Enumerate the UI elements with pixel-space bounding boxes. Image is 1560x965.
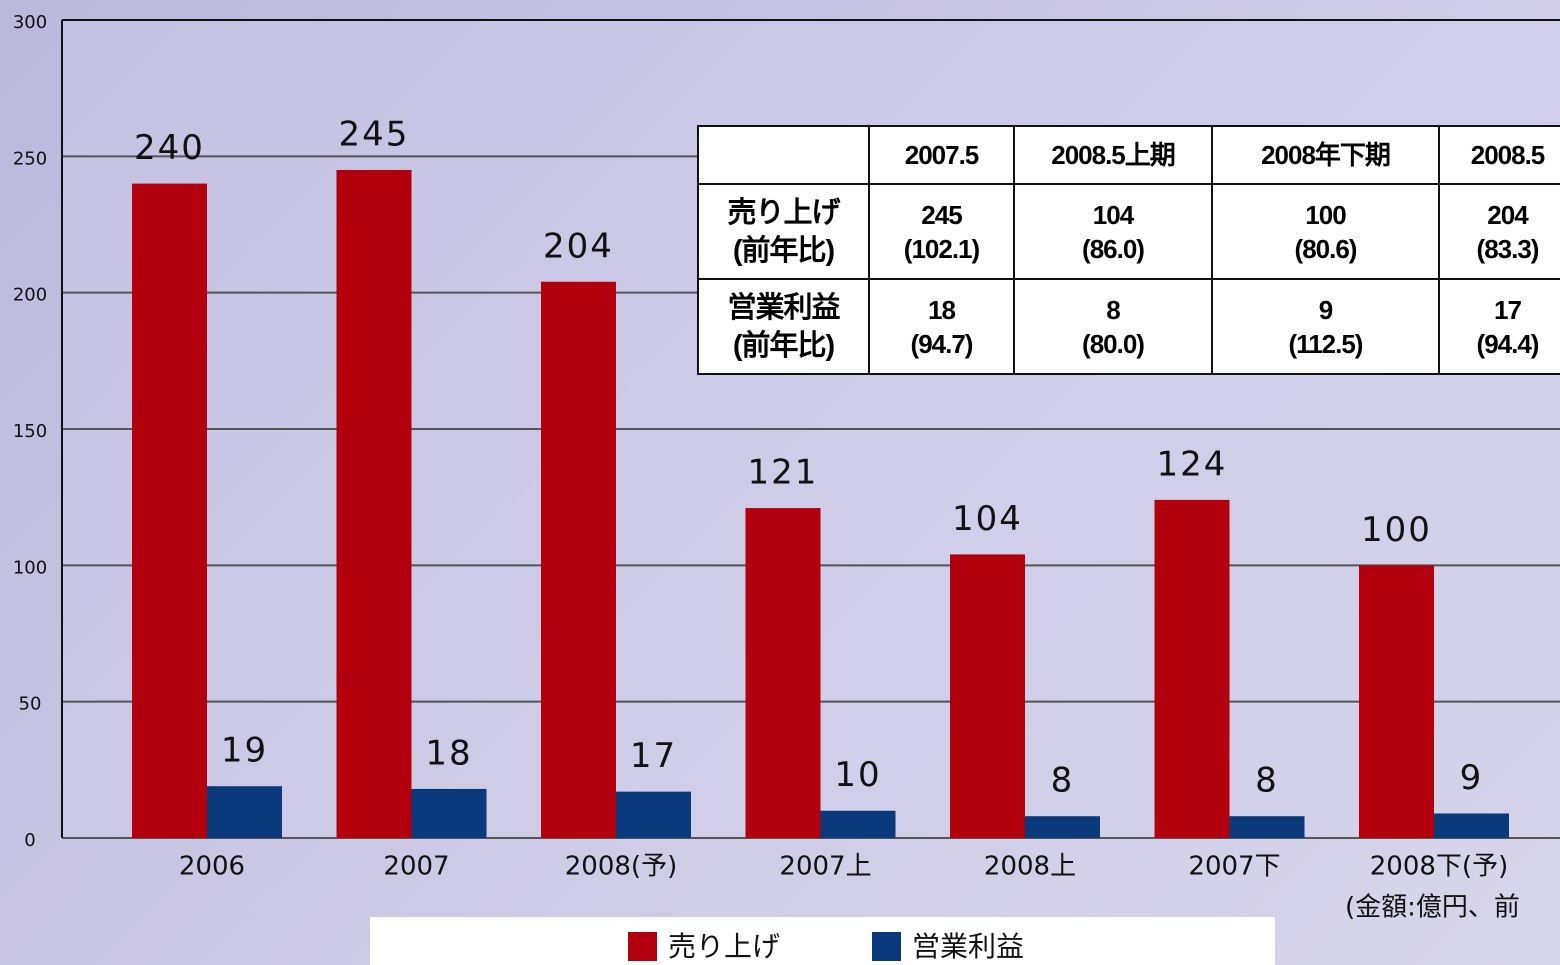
value-label: 10	[834, 755, 881, 795]
value-label: 8	[1051, 761, 1075, 801]
x-tick-label: 2008下(予)	[1370, 852, 1508, 882]
cell-line: (94.4)	[1476, 328, 1540, 359]
row-label-line: (前年比)	[732, 234, 835, 267]
row-label-line: (前年比)	[732, 329, 835, 362]
bar	[616, 791, 691, 838]
table-cell: 100 (80.6)	[1211, 183, 1440, 280]
header-cell: 2007.5	[868, 125, 1015, 185]
legend-label: 売り上げ	[668, 930, 780, 963]
x-tick-label: 2008上	[984, 852, 1076, 882]
table-cell: 8 (80.0)	[1013, 278, 1213, 375]
table-cell: 17 (94.4)	[1438, 278, 1560, 375]
table-cell: 18 (94.7)	[868, 278, 1015, 375]
cell-line: 100	[1305, 199, 1346, 230]
cell-line: (94.7)	[910, 328, 974, 359]
value-label: 245	[339, 114, 410, 154]
value-label: 124	[1157, 444, 1228, 484]
bar	[1025, 816, 1100, 838]
legend-box	[370, 917, 1275, 965]
corner-cell	[697, 125, 870, 185]
cell-line: (80.0)	[1082, 328, 1145, 359]
cell-line: (86.0)	[1082, 233, 1145, 264]
y-tick-label: 250	[13, 148, 47, 169]
table: 2007.5 2008.5上期 2008年下期 2008.5 売り上げ (前年比) 245(…	[697, 125, 1560, 375]
y-tick-label: 300	[13, 12, 47, 33]
x-tick-label: 2007	[383, 852, 449, 882]
x-tick-label: 2007下	[1188, 852, 1280, 882]
cell-line: (80.6)	[1294, 233, 1358, 264]
table-cell: 104 (86.0)	[1013, 183, 1213, 280]
cell-line: 17	[1494, 294, 1522, 325]
header-cell: 2008.5上期	[1013, 125, 1213, 185]
cell-line: 204	[1487, 199, 1528, 230]
cell-line: 9	[1318, 294, 1333, 325]
row-label-line: 売り上げ	[727, 196, 840, 229]
cell-line: 18	[928, 294, 956, 325]
y-tick-label: 150	[13, 421, 47, 442]
header-cell: 2008年下期	[1211, 125, 1440, 185]
cell-line: 245	[921, 199, 962, 230]
bar	[1434, 813, 1509, 838]
x-tick-label: 2006	[179, 852, 245, 882]
header-row: 2007.5 2008.5上期 2008年下期 2008.5	[697, 125, 1560, 185]
value-label: 240	[134, 128, 205, 168]
row-label: 売り上げ (前年比)	[697, 183, 870, 280]
bar	[820, 810, 896, 838]
cell-line: (112.5)	[1288, 328, 1364, 359]
value-label: 17	[630, 736, 677, 776]
value-label: 204	[543, 226, 614, 266]
y-tick-label: 50	[19, 694, 42, 715]
x-tick-label: 2007上	[779, 852, 871, 882]
cell-line: (83.3)	[1476, 233, 1540, 264]
cell-line: (102.1)	[903, 233, 980, 264]
table-wrap: 2007.5 2008.5上期 2008年下期 2008.5 売り上げ (前年比) 245(…	[697, 125, 1560, 377]
bar	[132, 183, 207, 839]
value-label: 104	[952, 499, 1023, 539]
table-row: 売り上げ (前年比) 245 (102.1) 104 (86.0) 100 (80.6) 204…	[697, 183, 1560, 280]
bar	[411, 788, 487, 838]
bar	[950, 554, 1025, 838]
legend-label: 営業利益	[912, 930, 1024, 963]
value-label: 121	[748, 453, 819, 493]
bar	[1359, 565, 1434, 838]
header-cell: 2008.5	[1438, 125, 1560, 185]
value-label: 9	[1460, 758, 1484, 798]
row-label-line: 営業利益	[727, 291, 840, 324]
x-tick-label: 2008(予)	[565, 852, 677, 882]
value-label: 19	[221, 731, 268, 771]
table-cell: 204 (83.3)	[1438, 183, 1560, 280]
row-label: 営業利益 (前年比)	[697, 278, 870, 375]
y-tick-label: 100	[13, 557, 47, 578]
bar	[1154, 499, 1230, 838]
bar	[541, 281, 616, 838]
note: (金額:億円、前	[1345, 893, 1520, 923]
y-tick-label: 0	[24, 830, 35, 851]
value-label: 100	[1361, 510, 1432, 550]
legend-swatch	[872, 932, 901, 961]
table-cell: 245 (102.1)	[868, 183, 1015, 280]
bar	[1229, 816, 1305, 838]
cell-line: 104	[1092, 199, 1134, 230]
table-cell: 9 (112.5)	[1211, 278, 1440, 375]
value-label: 8	[1255, 761, 1279, 801]
bar	[745, 508, 821, 838]
cell-line: 8	[1106, 294, 1120, 325]
bar	[336, 169, 412, 838]
table-row: 営業利益 (前年比) 18 (94.7) 8 (80.0) 9 (112.5) 17 (94.4)	[697, 278, 1560, 375]
legend-swatch	[628, 932, 657, 961]
y-tick-label: 200	[13, 285, 47, 306]
bar	[207, 786, 282, 838]
value-label: 18	[425, 733, 472, 773]
